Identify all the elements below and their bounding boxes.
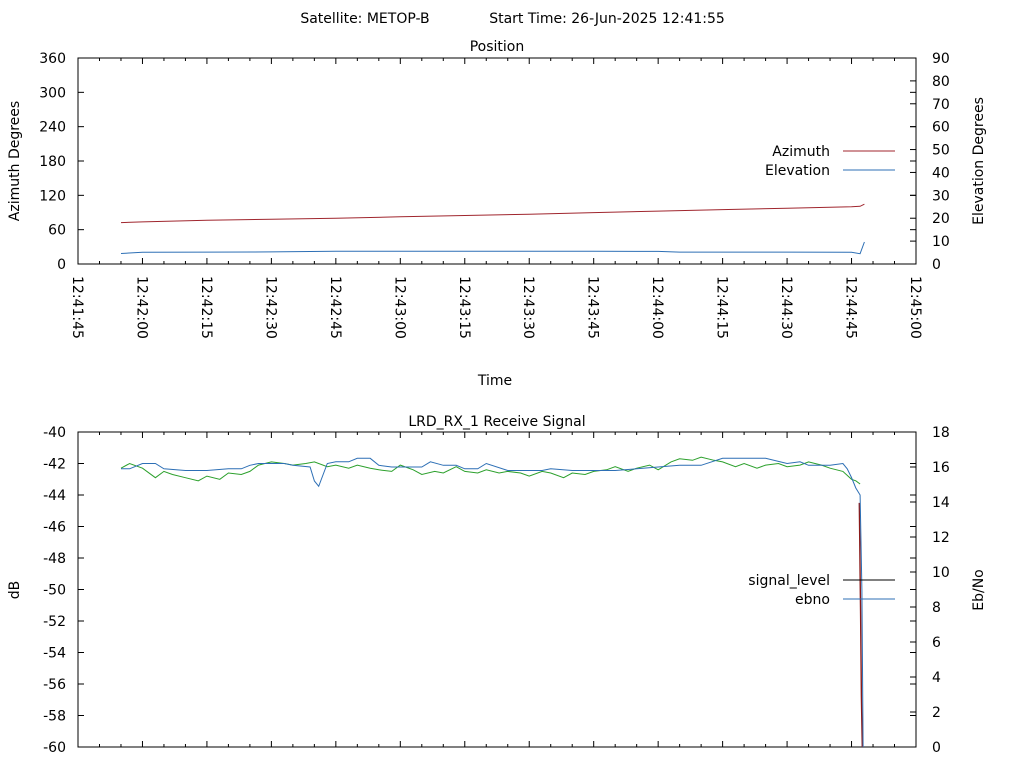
y2-tick-label: 14 bbox=[932, 495, 950, 511]
y2-tick-label: 10 bbox=[932, 234, 950, 250]
y-tick-label: 120 bbox=[39, 188, 66, 204]
position-chart: Position 0 60 120 180 240 300 360 0 10 20 30 40 50 6… bbox=[7, 39, 987, 389]
ebno-line bbox=[121, 457, 864, 748]
azimuth-axis-label: Azimuth Degrees bbox=[7, 101, 23, 221]
elevation-axis-label: Elevation Degrees bbox=[971, 97, 987, 225]
x-tick-label: 12:43:15 bbox=[456, 276, 472, 339]
signal-chart-title: LRD_RX_1 Receive Signal bbox=[408, 414, 585, 430]
legend-azimuth-label: Azimuth bbox=[772, 144, 830, 160]
signal-plot-frame bbox=[77, 431, 917, 748]
y-tick-label: 360 bbox=[39, 51, 66, 67]
y2-tick-label: 80 bbox=[932, 74, 950, 90]
y2-tick-label: 20 bbox=[932, 211, 950, 227]
y2-tick-label: 2 bbox=[932, 705, 941, 721]
y2-tick-label: 12 bbox=[932, 530, 950, 546]
y-tick-label: -50 bbox=[43, 583, 66, 599]
signal-level-line bbox=[858, 502, 863, 748]
time-axis-label: Time bbox=[477, 373, 512, 389]
y2-tick-label: 4 bbox=[932, 670, 941, 686]
y-tick-label: 240 bbox=[39, 120, 66, 136]
db-axis-label: dB bbox=[7, 581, 23, 600]
y-tick-label: 0 bbox=[57, 257, 66, 273]
ebno-tick-labels: 0 2 4 6 8 10 12 14 16 18 bbox=[932, 425, 950, 756]
y2-tick-label: 16 bbox=[932, 460, 950, 476]
y2-tick-label: 70 bbox=[932, 97, 950, 113]
y-tick-label: -46 bbox=[43, 520, 66, 536]
time-tick-labels: 12:41:45 12:42:00 12:42:15 12:42:30 12:42:45… bbox=[69, 276, 923, 339]
y2-tick-label: 18 bbox=[932, 425, 950, 441]
x-tick-label: 12:44:15 bbox=[714, 276, 730, 339]
y-tick-label: -54 bbox=[43, 646, 66, 662]
position-series bbox=[120, 203, 865, 255]
y2-tick-label: 90 bbox=[932, 51, 950, 67]
x-tick-label: 12:42:30 bbox=[262, 276, 278, 339]
x-tick-label: 12:42:15 bbox=[198, 276, 214, 339]
legend-elevation-label: Elevation bbox=[765, 163, 830, 179]
y-tick-label: -56 bbox=[43, 677, 66, 693]
y-tick-label: -44 bbox=[43, 488, 66, 504]
y2-tick-label: 0 bbox=[932, 257, 941, 273]
series-1-line bbox=[120, 456, 861, 485]
y2-tick-label: 30 bbox=[932, 188, 950, 204]
y-tick-label: 180 bbox=[39, 154, 66, 170]
y-tick-label: 60 bbox=[48, 223, 66, 239]
x-tick-label: 12:44:30 bbox=[778, 276, 794, 339]
legend-ebno-label: ebno bbox=[795, 592, 830, 608]
x-tick-label: 12:43:00 bbox=[391, 276, 407, 339]
Azimuth-line bbox=[120, 203, 865, 224]
y2-tick-label: 60 bbox=[932, 120, 950, 136]
azimuth-tick-labels: 0 60 120 180 240 300 360 bbox=[39, 51, 66, 273]
y-tick-label: 300 bbox=[39, 85, 66, 101]
ebno-axis-label: Eb/No bbox=[971, 569, 987, 611]
Elevation-line bbox=[120, 241, 865, 255]
y2-tick-label: 0 bbox=[932, 740, 941, 756]
x-tick-label: 12:42:45 bbox=[327, 276, 343, 339]
position-ticks bbox=[77, 57, 917, 265]
x-tick-label: 12:44:00 bbox=[649, 276, 665, 339]
signal-ticks bbox=[77, 431, 917, 748]
position-chart-title: Position bbox=[470, 39, 525, 55]
x-tick-label: 12:43:45 bbox=[585, 276, 601, 339]
legend-signal-level-label: signal_level bbox=[748, 573, 830, 589]
start-time-label: Start Time: 26-Jun-2025 12:41:55 bbox=[489, 11, 725, 27]
y2-tick-label: 8 bbox=[932, 600, 941, 616]
elevation-tick-labels: 0 10 20 30 40 50 60 70 80 90 bbox=[932, 51, 950, 273]
y-tick-label: -48 bbox=[43, 551, 66, 567]
y2-tick-label: 50 bbox=[932, 143, 950, 159]
satellite-label: Satellite: METOP-B bbox=[300, 11, 429, 27]
y-tick-label: -52 bbox=[43, 614, 66, 630]
x-tick-label: 12:42:00 bbox=[133, 276, 149, 339]
y2-tick-label: 40 bbox=[932, 165, 950, 181]
signal-series bbox=[120, 456, 864, 748]
receive-signal-chart: LRD_RX_1 Receive Signal -60-58-56-54-52-… bbox=[7, 414, 987, 756]
db-tick-labels: -60 -58 -56 -54 -52 -50 -48 -46 -44 -42 -40 bbox=[43, 425, 66, 756]
y-tick-label: -40 bbox=[43, 425, 66, 441]
y2-tick-label: 6 bbox=[932, 635, 941, 651]
y-tick-label: -58 bbox=[43, 709, 66, 725]
x-tick-label: 12:44:45 bbox=[843, 276, 859, 339]
y-tick-label: -60 bbox=[43, 740, 66, 756]
x-tick-label: 12:45:00 bbox=[907, 276, 923, 339]
x-tick-label: 12:43:30 bbox=[520, 276, 536, 339]
x-tick-label: 12:41:45 bbox=[69, 276, 85, 339]
y2-tick-label: 10 bbox=[932, 565, 950, 581]
y-tick-label: -42 bbox=[43, 457, 66, 473]
position-plot-frame bbox=[77, 57, 917, 265]
